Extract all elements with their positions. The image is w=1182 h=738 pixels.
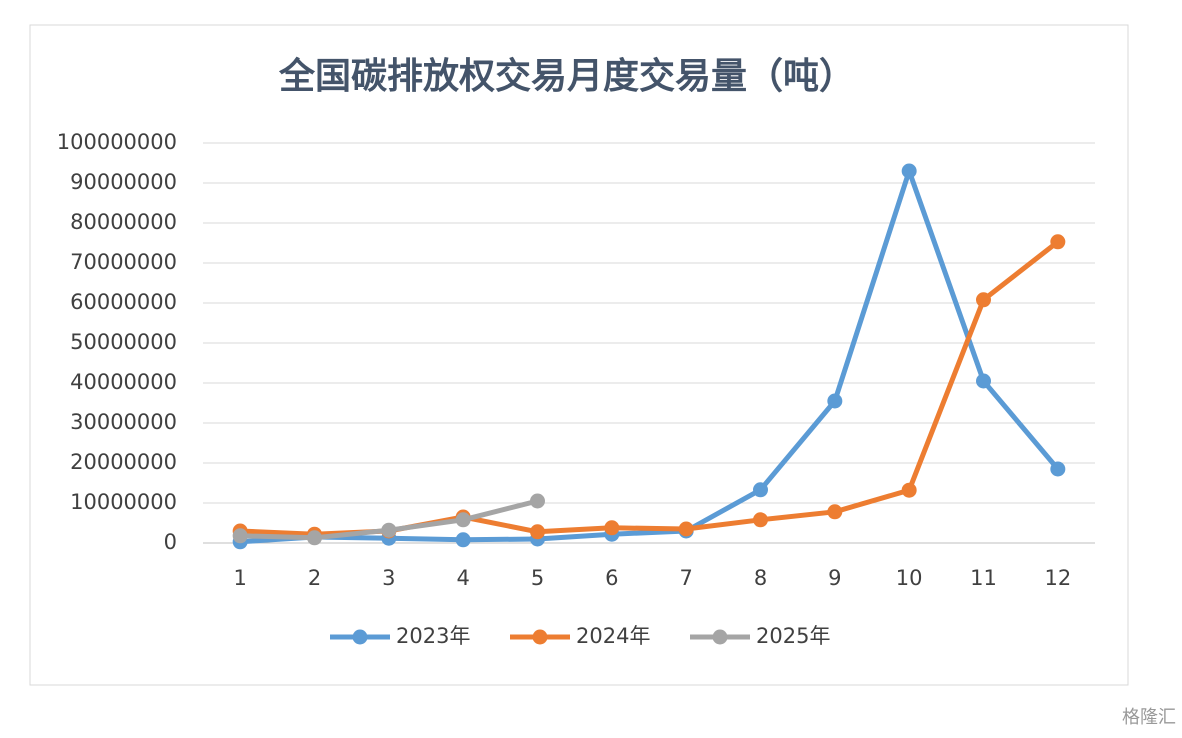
- legend-marker: [712, 629, 728, 645]
- legend-marker: [352, 629, 368, 645]
- legend-marker: [532, 629, 548, 645]
- data-point: [753, 482, 768, 498]
- data-point: [827, 504, 843, 520]
- data-point: [753, 512, 768, 528]
- x-tick-label: 6: [605, 566, 618, 590]
- x-tick-label: 3: [382, 566, 395, 590]
- x-tick-label: 12: [1044, 566, 1071, 590]
- x-tick-label: 5: [531, 566, 544, 590]
- legend-label: 2025年: [756, 624, 830, 648]
- y-tick-label: 50000000: [70, 330, 177, 354]
- data-point: [530, 524, 545, 540]
- data-point: [232, 528, 248, 544]
- legend-label: 2024年: [576, 624, 650, 648]
- data-point: [976, 373, 991, 389]
- data-point: [976, 292, 991, 308]
- data-point: [604, 520, 620, 536]
- x-tick-label: 8: [754, 566, 767, 590]
- data-point: [381, 522, 397, 538]
- data-point: [1050, 234, 1066, 250]
- watermark: 格隆汇: [1122, 707, 1176, 728]
- legend-label: 2023年: [396, 624, 470, 648]
- x-tick-label: 1: [233, 566, 246, 590]
- y-tick-label: 100000000: [57, 130, 177, 154]
- x-tick-label: 10: [896, 566, 923, 590]
- y-tick-label: 40000000: [70, 370, 177, 394]
- data-point: [455, 512, 471, 528]
- x-tick-label: 9: [828, 566, 841, 590]
- y-tick-label: 80000000: [70, 210, 177, 234]
- chart-title: 全国碳排放权交易月度交易量（吨）: [278, 55, 855, 97]
- x-tick-label: 2: [308, 566, 321, 590]
- data-point: [455, 532, 471, 548]
- y-tick-label: 0: [164, 530, 177, 554]
- y-tick-label: 70000000: [70, 250, 177, 274]
- x-tick-label: 11: [970, 566, 997, 590]
- data-point: [827, 393, 843, 409]
- y-tick-label: 20000000: [70, 450, 177, 474]
- data-point: [307, 530, 322, 546]
- y-tick-label: 60000000: [70, 290, 177, 314]
- data-point: [901, 163, 917, 179]
- data-point: [1050, 461, 1066, 477]
- x-tick-label: 4: [456, 566, 469, 590]
- y-tick-label: 10000000: [70, 490, 177, 514]
- data-point: [530, 493, 545, 509]
- y-tick-label: 90000000: [70, 170, 177, 194]
- series-line: [240, 168, 1060, 545]
- y-tick-label: 30000000: [70, 410, 177, 434]
- data-point: [901, 482, 917, 498]
- data-point: [678, 521, 694, 537]
- x-tick-label: 7: [679, 566, 692, 590]
- chart-frame: [29, 24, 1129, 686]
